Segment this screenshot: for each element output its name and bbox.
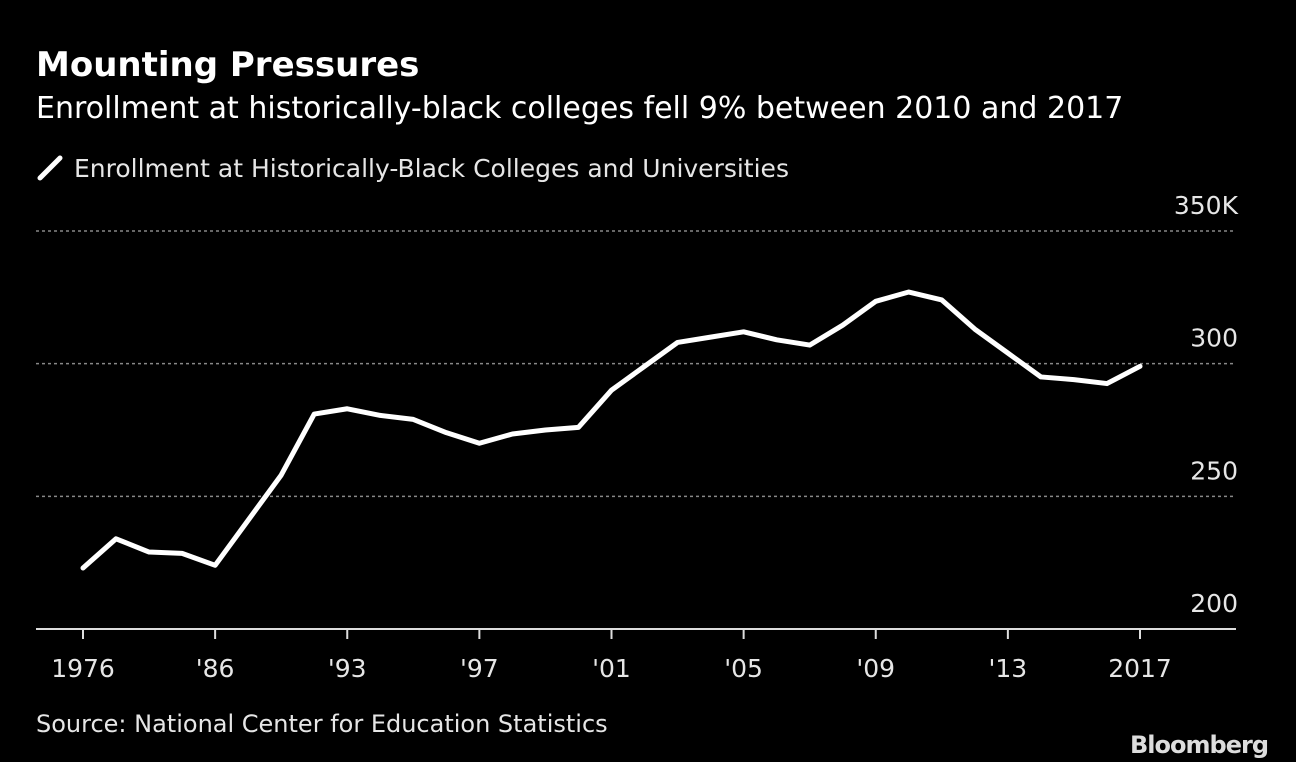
chart-title: Mounting Pressures: [36, 45, 419, 85]
chart-subtitle: Enrollment at historically-black college…: [36, 91, 1123, 126]
legend-label: Enrollment at Historically-Black College…: [74, 154, 789, 183]
brand-logo: Bloomberg: [1130, 731, 1268, 759]
source: Source: National Center for Education St…: [36, 710, 608, 738]
x-tick-label: 2017: [1108, 654, 1172, 683]
x-tick-label: '05: [724, 654, 763, 683]
x-tick-label: '93: [328, 654, 367, 683]
y-tick-label: 200: [1190, 589, 1238, 618]
legend-swatch: [37, 155, 63, 181]
x-tick-label: '86: [196, 654, 235, 683]
y-tick-label: 300: [1190, 324, 1238, 353]
x-tick-label: 1976: [51, 654, 115, 683]
x-tick-label: '09: [856, 654, 895, 683]
x-tick-label: '13: [989, 654, 1028, 683]
x-tick-label: '01: [592, 654, 631, 683]
x-tick-label: '97: [460, 654, 499, 683]
y-tick-label: 350K: [1174, 191, 1239, 220]
data-line: [80, 289, 1143, 571]
y-tick-label: 250: [1190, 456, 1238, 485]
